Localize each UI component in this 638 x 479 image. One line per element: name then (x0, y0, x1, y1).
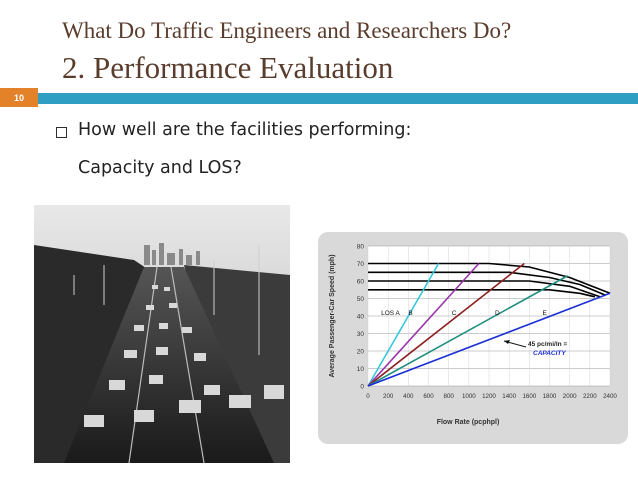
y-tick-label: 40 (357, 314, 365, 321)
y-tick-label: 80 (357, 244, 365, 251)
los-label: E (542, 310, 547, 317)
x-tick-label: 1400 (502, 393, 516, 400)
speed-flow-curve (368, 289, 596, 298)
x-tick-label: 600 (423, 393, 434, 400)
los-label: C (452, 310, 457, 317)
los-boundary-line (367, 275, 569, 387)
x-tick-label: 1800 (543, 393, 557, 400)
x-tick-label: 2000 (563, 393, 577, 400)
los-boundary-line (367, 292, 611, 387)
square-bullet-icon (56, 127, 67, 138)
y-tick-label: 0 (360, 384, 364, 391)
y-axis-label: Average Passenger-Car Speed (mph) (329, 254, 336, 377)
x-tick-label: 2400 (603, 393, 617, 400)
y-tick-label: 50 (357, 296, 365, 303)
los-label: LOS A (381, 310, 400, 317)
speed-flow-curve (368, 271, 606, 296)
slide-title-line1: What Do Traffic Engineers and Researcher… (62, 18, 512, 43)
title-accent-bar (38, 93, 638, 104)
y-tick-label: 60 (357, 279, 365, 286)
y-tick-label: 20 (357, 349, 365, 356)
x-tick-label: 800 (444, 393, 455, 400)
speed-flow-curve (368, 280, 601, 298)
x-tick-label: 1600 (522, 393, 536, 400)
y-tick-label: 30 (357, 331, 365, 338)
y-tick-label: 70 (357, 261, 365, 268)
sub-bullet-text: Capacity and LOS? (78, 158, 242, 178)
highway-traffic-photo (34, 205, 290, 463)
y-tick-label: 10 (357, 366, 365, 373)
x-tick-label: 1200 (482, 393, 496, 400)
slide-title-line2: 2. Performance Evaluation (62, 50, 394, 85)
bullet-text: How well are the facilities performing: (78, 120, 412, 140)
x-tick-label: 2200 (583, 393, 597, 400)
capacity-annotation-line1: 45 pc/mi/ln = (528, 341, 567, 348)
x-axis-label: Flow Rate (pcphpl) (437, 419, 500, 426)
los-label: D (495, 310, 500, 317)
capacity-annotation-line2: CAPACITY (533, 350, 566, 357)
x-tick-label: 400 (403, 393, 414, 400)
los-boundary-line (367, 263, 440, 387)
los-boundary-line (367, 262, 525, 387)
x-tick-label: 1000 (462, 393, 476, 400)
x-tick-label: 200 (383, 393, 394, 400)
los-label: B (408, 310, 412, 317)
slide-number: 10 (0, 88, 38, 107)
speed-flow-curve (368, 262, 611, 295)
x-tick-label: 0 (366, 393, 370, 400)
los-boundary-line (367, 262, 480, 387)
